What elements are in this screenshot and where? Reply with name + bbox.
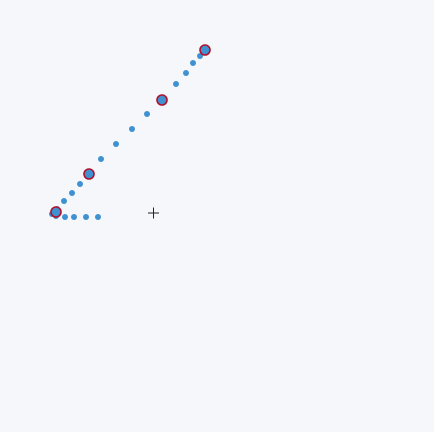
trail-point	[129, 126, 135, 132]
trail-point	[61, 198, 67, 204]
trail-point	[62, 214, 68, 220]
trail-point	[144, 111, 150, 117]
trail-point	[95, 214, 101, 220]
anchor-marker[interactable]	[199, 44, 211, 56]
trail-point	[190, 60, 196, 66]
crosshair-icon	[148, 207, 159, 219]
anchor-marker[interactable]	[83, 168, 95, 180]
anchor-marker[interactable]	[156, 94, 168, 106]
anchor-markers	[50, 44, 211, 218]
trail-point	[98, 156, 104, 162]
trail-point	[183, 70, 189, 76]
trail-point	[69, 190, 75, 196]
trail-point	[173, 81, 179, 87]
trail-point	[71, 214, 77, 220]
trail-point	[83, 214, 89, 220]
trail-point	[113, 141, 119, 147]
anchor-marker[interactable]	[50, 206, 62, 218]
trail-point	[77, 181, 83, 187]
